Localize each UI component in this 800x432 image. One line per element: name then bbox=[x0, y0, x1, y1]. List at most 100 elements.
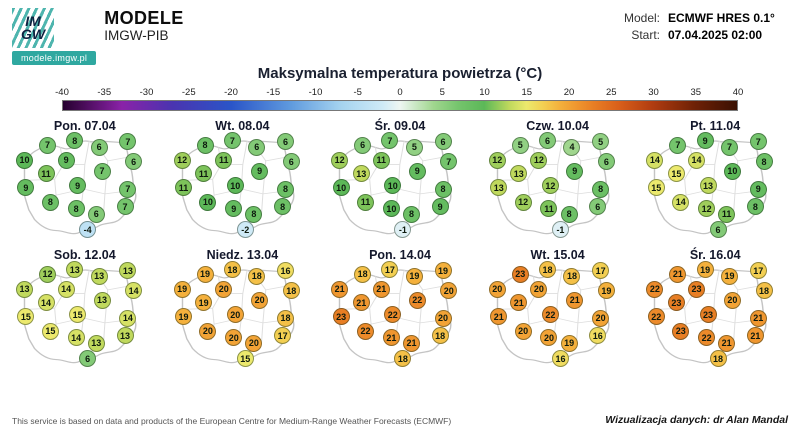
temp-marker: 20 bbox=[225, 329, 243, 347]
temp-marker: 20 bbox=[514, 322, 532, 340]
temp-marker: 19 bbox=[434, 262, 452, 280]
temp-marker: 5 bbox=[511, 136, 529, 154]
temp-marker: 4 bbox=[563, 138, 581, 156]
poland-map: 12 6 7 5 6 7 11 13 9 10 10 8 11 10 8 9 -1 bbox=[328, 132, 472, 244]
footer-attribution: This service is based on data and produc… bbox=[12, 416, 452, 426]
temp-marker: 10 bbox=[723, 162, 741, 180]
temp-marker: 19 bbox=[173, 280, 191, 298]
temp-marker: 21 bbox=[402, 334, 420, 352]
temp-marker: 18 bbox=[354, 265, 372, 283]
temp-marker: 14 bbox=[125, 282, 143, 299]
temp-marker: 19 bbox=[195, 294, 213, 312]
temp-marker: 9 bbox=[17, 179, 35, 197]
page-title: Maksymalna temperatura powietrza (°C) bbox=[257, 65, 543, 82]
temp-marker: 6 bbox=[354, 136, 372, 154]
temp-marker: 14 bbox=[672, 193, 690, 211]
temp-marker: 6 bbox=[248, 138, 266, 156]
header: IM GW modele.imgw.pl MODELE IMGW-PIB Mod… bbox=[0, 0, 800, 65]
temp-marker: 8 bbox=[245, 205, 263, 223]
scale-tick-label: 15 bbox=[521, 87, 533, 98]
temp-marker: 13 bbox=[699, 177, 717, 195]
map-day-title: Wt. 08.04 bbox=[215, 119, 270, 133]
temp-marker: 18 bbox=[248, 267, 266, 285]
temp-marker: 21 bbox=[510, 294, 528, 312]
poland-map: 14 7 9 7 7 8 14 15 10 15 13 9 14 12 11 8 6 bbox=[643, 132, 787, 244]
temp-marker: 19 bbox=[560, 334, 578, 352]
scale-tick-label: -25 bbox=[181, 87, 196, 98]
temp-marker: 20 bbox=[199, 322, 217, 340]
temp-marker: 14 bbox=[646, 151, 664, 169]
temp-marker: 14 bbox=[67, 329, 85, 347]
temp-marker: 8 bbox=[67, 200, 85, 218]
temp-marker: 7 bbox=[119, 133, 137, 151]
temp-marker: 21 bbox=[669, 265, 687, 283]
temp-marker: 15 bbox=[667, 165, 685, 183]
temp-marker: 14 bbox=[119, 309, 137, 327]
scale-tick-label: 10 bbox=[479, 87, 490, 98]
start-value: 07.04.2025 02:00 bbox=[668, 28, 763, 42]
temp-marker: 13 bbox=[490, 179, 508, 197]
temp-marker: 22 bbox=[541, 306, 559, 324]
temp-marker: 8 bbox=[66, 132, 84, 150]
temp-marker: 7 bbox=[223, 132, 241, 150]
temp-marker: 18 bbox=[539, 261, 557, 279]
temp-marker: 22 bbox=[384, 306, 402, 324]
temp-marker: 12 bbox=[488, 151, 506, 169]
logo-text-top: IM bbox=[25, 13, 41, 29]
temp-marker: 12 bbox=[514, 193, 532, 211]
temp-marker: 21 bbox=[749, 309, 767, 327]
map-day-cell: Niedz. 13.04 19 19 18 18 16 18 20 19 20 19 20 18 20 2… bbox=[166, 248, 320, 373]
temp-marker: 17 bbox=[749, 262, 767, 280]
temp-marker: 15 bbox=[69, 306, 87, 324]
temp-marker: 6 bbox=[709, 221, 727, 239]
temp-marker: 23 bbox=[688, 280, 706, 298]
map-day-cell: Czw. 10.04 12 5 6 4 5 6 12 13 9 13 12 8 12 11 8 6 -1 bbox=[481, 119, 635, 244]
temp-marker: 15 bbox=[236, 350, 254, 368]
temp-marker: 7 bbox=[749, 133, 767, 151]
brand-link[interactable]: modele.imgw.pl bbox=[12, 51, 97, 65]
temp-marker: 9 bbox=[57, 151, 75, 169]
temp-marker: 10 bbox=[15, 151, 33, 169]
temp-marker: 20 bbox=[226, 306, 244, 324]
map-day-cell: Śr. 16.04 22 21 19 19 17 18 23 23 20 22 23 21 23 22 21… bbox=[638, 248, 792, 373]
temp-marker: 14 bbox=[688, 151, 706, 169]
temp-marker: 12 bbox=[38, 265, 56, 283]
temp-marker: 20 bbox=[245, 334, 263, 352]
map-day-cell: Pt. 11.04 14 7 9 7 7 8 14 15 10 15 13 9 14 12 11 8 6 bbox=[638, 119, 792, 244]
temp-marker: 6 bbox=[87, 205, 105, 223]
temp-marker: 6 bbox=[539, 132, 557, 150]
temp-marker: 12 bbox=[698, 200, 716, 218]
poland-map: 19 19 18 18 16 18 20 19 20 19 20 18 20 20 20 17 15 bbox=[171, 261, 315, 373]
temp-marker: 7 bbox=[116, 198, 134, 216]
temp-marker: 13 bbox=[119, 262, 137, 280]
temp-marker: 11 bbox=[540, 200, 558, 218]
temp-marker: 23 bbox=[672, 322, 690, 340]
temp-marker: 9 bbox=[566, 162, 584, 180]
temp-marker: 23 bbox=[699, 306, 717, 324]
temp-marker: 21 bbox=[331, 280, 349, 298]
map-day-cell: Pon. 07.04 10 7 8 6 7 6 9 11 7 9 9 7 8 8 6 7 -4 bbox=[8, 119, 162, 244]
temp-marker: 17 bbox=[381, 261, 399, 279]
temp-marker: 23 bbox=[332, 308, 350, 326]
temp-marker: 19 bbox=[721, 267, 739, 285]
temp-marker: 18 bbox=[755, 282, 773, 299]
logo-column: IM GW modele.imgw.pl bbox=[12, 8, 97, 65]
temp-marker: 13 bbox=[90, 267, 108, 285]
temp-marker: 13 bbox=[15, 280, 33, 298]
temp-marker: 22 bbox=[698, 329, 716, 347]
temp-marker: 20 bbox=[440, 282, 458, 299]
temp-marker: 19 bbox=[405, 267, 423, 285]
temp-marker: 23 bbox=[667, 294, 685, 312]
temp-marker: 12 bbox=[331, 151, 349, 169]
temp-marker: 10 bbox=[384, 177, 402, 195]
map-day-cell: Wt. 08.04 12 8 7 6 6 6 11 11 9 11 10 8 10 9 8 8 -2 bbox=[166, 119, 320, 244]
scale-tick-label: 5 bbox=[439, 87, 445, 98]
temp-marker: 10 bbox=[382, 200, 400, 218]
temp-marker: 20 bbox=[434, 309, 452, 327]
temp-marker: 19 bbox=[696, 261, 714, 279]
brand-text: MODELE IMGW-PIB bbox=[104, 8, 183, 44]
temp-marker: 13 bbox=[116, 327, 134, 345]
poland-map: 12 8 7 6 6 6 11 11 9 11 10 8 10 9 8 8 -2 bbox=[171, 132, 315, 244]
scale-tick-label: -40 bbox=[55, 87, 69, 98]
